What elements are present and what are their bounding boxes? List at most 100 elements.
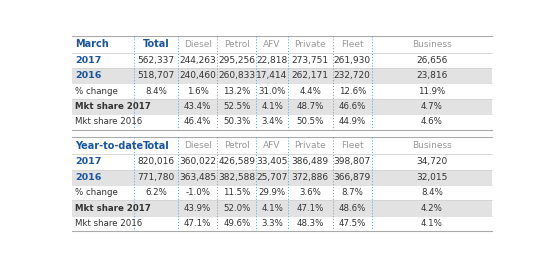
Text: 44.9%: 44.9% — [339, 117, 366, 126]
Text: 382,588: 382,588 — [218, 173, 255, 182]
Text: 1.6%: 1.6% — [186, 86, 208, 96]
Text: Mkt share 2016: Mkt share 2016 — [75, 219, 142, 228]
Text: 244,263: 244,263 — [179, 56, 216, 65]
Bar — [72, 36, 492, 130]
Text: March: March — [75, 39, 109, 49]
Bar — [72, 154, 492, 170]
Text: 47.1%: 47.1% — [184, 219, 211, 228]
Text: 50.3%: 50.3% — [223, 117, 250, 126]
Text: 25,707: 25,707 — [256, 173, 288, 182]
Text: % change: % change — [75, 188, 118, 197]
Text: AFV: AFV — [263, 141, 280, 150]
Text: Petrol: Petrol — [224, 141, 250, 150]
Text: 6.2%: 6.2% — [145, 188, 167, 197]
Text: 360,022: 360,022 — [179, 157, 216, 166]
Text: 31.0%: 31.0% — [258, 86, 285, 96]
Bar — [72, 83, 492, 99]
Text: 34,720: 34,720 — [416, 157, 448, 166]
Text: 518,707: 518,707 — [138, 71, 175, 80]
Text: 46.6%: 46.6% — [339, 102, 366, 111]
Text: 48.7%: 48.7% — [296, 102, 324, 111]
Text: 22,818: 22,818 — [256, 56, 288, 65]
Text: 32,015: 32,015 — [416, 173, 448, 182]
Text: Mkt share 2017: Mkt share 2017 — [75, 204, 151, 212]
Text: 240,460: 240,460 — [179, 71, 216, 80]
Text: 2016: 2016 — [75, 173, 101, 182]
Text: Mkt share 2016: Mkt share 2016 — [75, 117, 142, 126]
Text: Fleet: Fleet — [341, 40, 364, 49]
Text: 262,171: 262,171 — [292, 71, 329, 80]
Text: 8.7%: 8.7% — [342, 188, 363, 197]
Text: 26,656: 26,656 — [416, 56, 448, 65]
Text: % change: % change — [75, 86, 118, 96]
Text: 2017: 2017 — [75, 157, 101, 166]
Text: 562,337: 562,337 — [138, 56, 175, 65]
Bar — [72, 200, 492, 216]
Text: 52.0%: 52.0% — [223, 204, 250, 212]
Bar — [72, 53, 492, 68]
Text: 372,886: 372,886 — [292, 173, 329, 182]
Text: 2017: 2017 — [75, 56, 101, 65]
Text: 29.9%: 29.9% — [258, 188, 285, 197]
Text: Total: Total — [142, 39, 169, 49]
Bar — [72, 137, 492, 154]
Text: AFV: AFV — [263, 40, 280, 49]
Text: Private: Private — [294, 141, 326, 150]
Text: 363,485: 363,485 — [179, 173, 216, 182]
Bar — [72, 137, 492, 231]
Text: 261,930: 261,930 — [334, 56, 371, 65]
Bar — [72, 170, 492, 185]
Text: 48.6%: 48.6% — [339, 204, 366, 212]
Text: 4.1%: 4.1% — [261, 102, 283, 111]
Text: 4.1%: 4.1% — [421, 219, 443, 228]
Text: Fleet: Fleet — [341, 141, 364, 150]
Text: Business: Business — [412, 40, 452, 49]
Text: Diesel: Diesel — [184, 141, 212, 150]
Text: 386,489: 386,489 — [292, 157, 329, 166]
Bar — [72, 36, 492, 53]
Text: 49.6%: 49.6% — [223, 219, 250, 228]
Text: 260,833: 260,833 — [218, 71, 255, 80]
Text: 17,414: 17,414 — [256, 71, 288, 80]
Text: Year-to-date: Year-to-date — [75, 141, 143, 151]
Text: 13.2%: 13.2% — [223, 86, 250, 96]
Bar — [72, 216, 492, 231]
Text: 48.3%: 48.3% — [296, 219, 324, 228]
Text: 3.6%: 3.6% — [299, 188, 321, 197]
Text: 398,807: 398,807 — [334, 157, 371, 166]
Text: 295,256: 295,256 — [218, 56, 255, 65]
Text: 47.1%: 47.1% — [296, 204, 324, 212]
Text: 8.4%: 8.4% — [421, 188, 443, 197]
Text: 4.1%: 4.1% — [261, 204, 283, 212]
Text: 11.5%: 11.5% — [223, 188, 250, 197]
Text: 33,405: 33,405 — [256, 157, 288, 166]
Text: 771,780: 771,780 — [138, 173, 175, 182]
Text: Private: Private — [294, 40, 326, 49]
Text: 23,816: 23,816 — [416, 71, 448, 80]
Text: 820,016: 820,016 — [138, 157, 175, 166]
Text: 50.5%: 50.5% — [296, 117, 324, 126]
Text: 43.9%: 43.9% — [184, 204, 211, 212]
Text: 4.7%: 4.7% — [421, 102, 443, 111]
Bar — [72, 185, 492, 200]
Text: Petrol: Petrol — [224, 40, 250, 49]
Text: Total: Total — [142, 141, 169, 151]
Text: 43.4%: 43.4% — [184, 102, 211, 111]
Bar — [72, 99, 492, 114]
Text: 3.3%: 3.3% — [261, 219, 283, 228]
Bar — [72, 68, 492, 83]
Bar — [72, 114, 492, 130]
Text: 12.6%: 12.6% — [339, 86, 366, 96]
Text: 273,751: 273,751 — [292, 56, 329, 65]
Text: 3.4%: 3.4% — [261, 117, 283, 126]
Text: Business: Business — [412, 141, 452, 150]
Text: 4.4%: 4.4% — [299, 86, 321, 96]
Text: 426,589: 426,589 — [218, 157, 255, 166]
Text: 4.2%: 4.2% — [421, 204, 443, 212]
Text: Mkt share 2017: Mkt share 2017 — [75, 102, 151, 111]
Text: 8.4%: 8.4% — [145, 86, 167, 96]
Text: 366,879: 366,879 — [334, 173, 371, 182]
Text: 232,720: 232,720 — [334, 71, 371, 80]
Text: 46.4%: 46.4% — [184, 117, 211, 126]
Text: 52.5%: 52.5% — [223, 102, 250, 111]
